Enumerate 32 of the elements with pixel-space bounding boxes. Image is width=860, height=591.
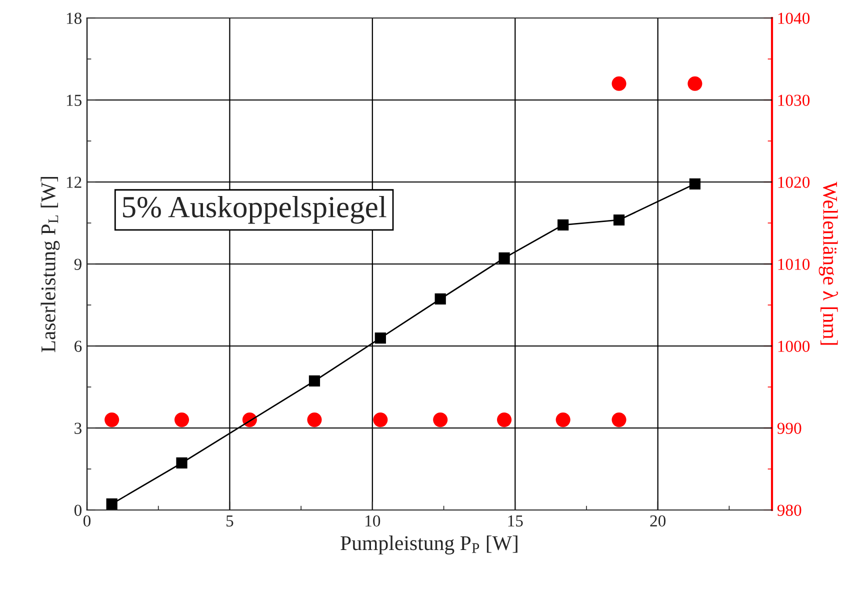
y-tick-label: 9 — [74, 258, 82, 270]
y2-axis-title: Wellenlänge λ [nm] — [818, 182, 838, 345]
point — [613, 214, 625, 226]
y-tick-label: 6 — [74, 340, 82, 352]
y2-tick-label: 1030 — [778, 94, 810, 106]
point — [434, 293, 446, 305]
y2-tick-label: 1010 — [778, 258, 810, 270]
y2-tick-label: 1020 — [778, 176, 810, 188]
y-tick-label: 18 — [66, 12, 82, 24]
x-tick-label: 10 — [366, 515, 380, 527]
y-tick-label: 12 — [66, 176, 82, 188]
point — [498, 252, 510, 264]
x-tick-label: 20 — [650, 515, 666, 527]
y2-tick-label: 990 — [777, 422, 802, 434]
y-tick-label: 0 — [74, 504, 82, 516]
point — [176, 457, 188, 469]
y-tick-label: 3 — [74, 422, 82, 434]
annotation: 5% Auskoppelspiegel — [123, 196, 386, 224]
x-tick-label: 15 — [508, 515, 523, 527]
y-tick-label: 15 — [66, 94, 82, 106]
x-tick-label: 0 — [83, 515, 91, 527]
x-axis-title: Pumpleistung P$_{P}$ [W] — [340, 536, 518, 554]
point — [308, 375, 320, 387]
point — [558, 219, 569, 230]
x-tick-label: 5 — [226, 516, 234, 527]
point — [689, 178, 700, 190]
y-axis-title: Laserleistung P$_{L}$ [W] — [40, 176, 60, 352]
point — [106, 498, 118, 510]
y2-tick-label: 1000 — [778, 340, 810, 352]
point — [374, 332, 386, 344]
y2-tick-label: 1040 — [778, 12, 810, 24]
y2-tick-label: 980 — [777, 504, 802, 516]
